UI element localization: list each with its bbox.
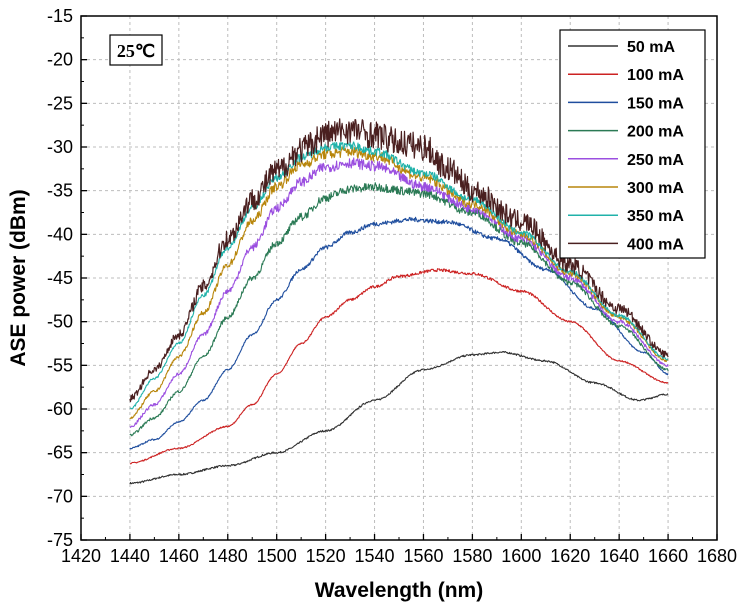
series-line (129, 216, 669, 450)
x-tick-label: 1620 (550, 546, 590, 566)
x-tick-label: 1460 (159, 546, 199, 566)
legend-label: 200 mA (627, 124, 684, 141)
legend: 50 mA 100 mA 150 mA 200 mA 250 mA 300 mA 350 m… (559, 29, 706, 259)
x-tick-label: 1680 (697, 546, 737, 566)
y-tick-labels: -75 -70 -65 -60 -55 -50 -45 -40 -35 -30 -25 -20 -15 (47, 6, 73, 550)
x-tick-label: 1580 (452, 546, 492, 566)
y-axis-title: ASE power (dBm) (7, 189, 30, 366)
series-layer (129, 118, 669, 485)
legend-label: 150 mA (627, 95, 684, 112)
legend-label: 50 mA (627, 39, 675, 56)
series-line (129, 140, 669, 410)
legend-label: 300 mA (627, 180, 684, 197)
y-tick-label: -45 (47, 268, 73, 288)
legend-label: 400 mA (627, 236, 684, 253)
series-line (129, 118, 669, 403)
series-line (129, 182, 669, 437)
y-tick-label: -25 (47, 93, 73, 113)
y-tick-label: -55 (47, 355, 73, 375)
series-line (129, 146, 669, 420)
y-tick-label: -30 (47, 137, 73, 157)
series-line (129, 157, 669, 428)
x-tick-label: 1420 (61, 546, 101, 566)
y-tick-label: -40 (47, 224, 73, 244)
y-tick-label: -60 (47, 399, 73, 419)
legend-label: 350 mA (627, 208, 684, 225)
x-tick-label: 1520 (306, 546, 346, 566)
temperature-annotation: 25℃ (117, 41, 155, 61)
y-tick-label: -75 (47, 530, 73, 550)
y-tick-label: -35 (47, 181, 73, 201)
legend-label: 100 mA (627, 67, 684, 84)
x-tick-label: 1440 (110, 546, 150, 566)
legend-label: 250 mA (627, 152, 684, 169)
x-tick-label: 1480 (208, 546, 248, 566)
x-tick-label: 1540 (355, 546, 395, 566)
y-tick-label: -70 (47, 486, 73, 506)
x-tick-label: 1660 (648, 546, 688, 566)
annotation-box: 25℃ (109, 34, 163, 66)
x-tick-label: 1640 (599, 546, 639, 566)
series-line (129, 268, 669, 465)
y-tick-label: -65 (47, 443, 73, 463)
legend-box (559, 29, 706, 259)
x-tick-label: 1560 (403, 546, 443, 566)
y-tick-label: -20 (47, 50, 73, 70)
series-line (129, 350, 669, 485)
axis-ticks (80, 15, 718, 541)
y-tick-label: -15 (47, 6, 73, 26)
x-axis-title: Wavelength (nm) (315, 579, 483, 602)
x-tick-labels: 1420 1440 1460 1480 1500 1520 1540 1560 1580 1600… (61, 546, 737, 566)
x-tick-label: 1600 (501, 546, 541, 566)
x-tick-label: 1500 (257, 546, 297, 566)
y-tick-label: -50 (47, 312, 73, 332)
